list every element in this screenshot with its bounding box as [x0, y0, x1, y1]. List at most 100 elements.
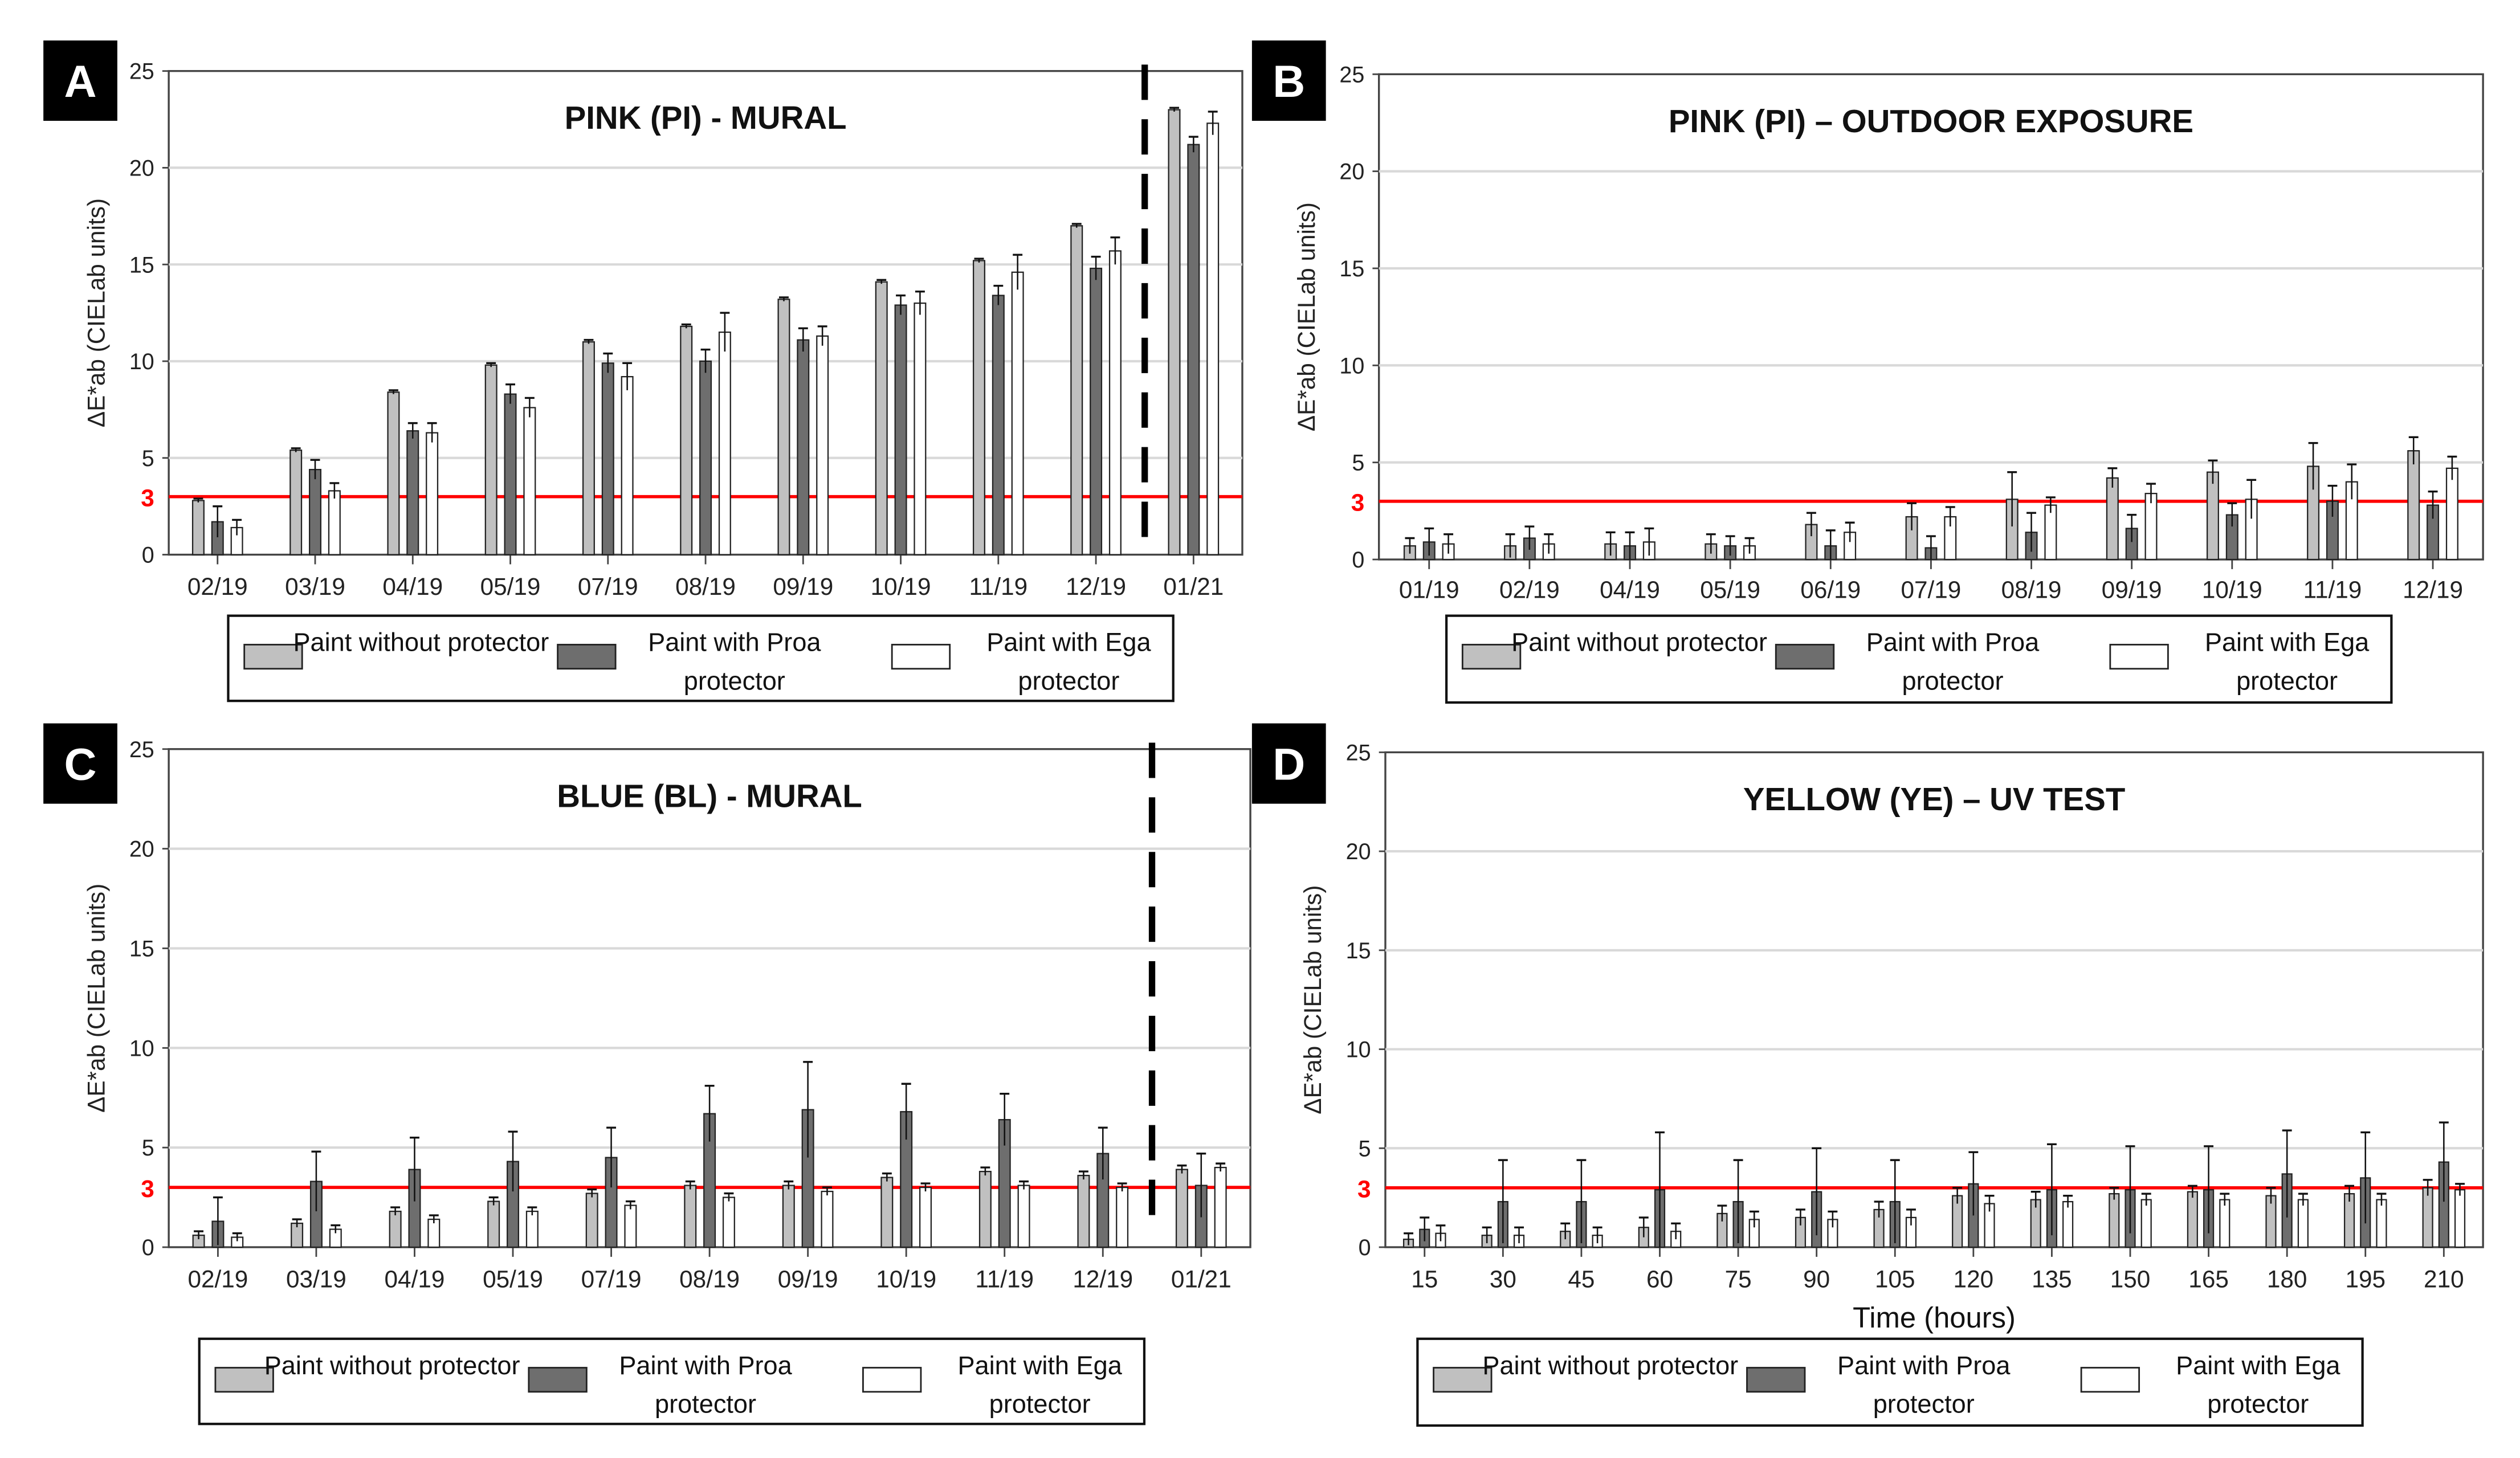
bar-proa-protector [699, 360, 712, 556]
bar-ega-protector [2454, 1189, 2466, 1248]
x-axis-label: Time (hours) [1853, 1301, 2016, 1334]
threshold-label: 3 [1357, 1176, 1371, 1203]
x-tick-label: 05/19 [483, 1266, 543, 1293]
x-tick-label: 10/19 [2202, 577, 2262, 603]
x-tick-label: 04/19 [1600, 577, 1660, 603]
y-tick-label: 15 [1339, 256, 1364, 281]
chart-title: BLUE (BL) - MURAL [557, 778, 862, 814]
legend-label-line: protector [684, 666, 785, 695]
x-tick-label: 04/19 [385, 1266, 445, 1293]
bar-ega-protector [525, 1210, 539, 1248]
x-tick-label: 11/19 [2303, 577, 2362, 603]
legend-swatch [891, 644, 951, 670]
bar-without-protector [972, 260, 985, 556]
x-tick-label: 60 [1646, 1266, 1673, 1293]
bar-without-protector [1168, 109, 1181, 556]
x-tick-label: 02/19 [1499, 577, 1560, 603]
legend-label-line: Paint with Proa [619, 1351, 792, 1380]
x-tick-label: 150 [2110, 1266, 2151, 1293]
bar-without-protector [684, 1185, 697, 1248]
bar-without-protector [1070, 225, 1083, 556]
panel-letter-badge [43, 40, 117, 121]
bar-ega-protector [2219, 1199, 2231, 1248]
legend-label-line: protector [655, 1389, 756, 1418]
bar-proa-protector [797, 339, 810, 556]
y-tick-label: 25 [1346, 740, 1371, 765]
legend-swatch [1746, 1367, 1806, 1393]
legend-swatch [1775, 644, 1835, 670]
legend: Paint without protector Paint with Proa pr… [1445, 614, 2393, 704]
bar-ega-protector [816, 335, 829, 556]
legend-label: Paint with Proa protector [1866, 628, 2040, 696]
legend-swatch [862, 1367, 922, 1393]
legend: Paint without protector Paint with Proa pr… [227, 614, 1175, 703]
legend-label: Paint without protector [1482, 1351, 1738, 1380]
y-tick-label: 0 [1359, 1235, 1371, 1260]
legend-label-line: Paint with Proa [1837, 1351, 2011, 1380]
y-tick-label: 5 [1359, 1136, 1371, 1161]
x-tick-label: 30 [1490, 1266, 1516, 1293]
x-tick-label: 11/19 [969, 573, 1027, 600]
bar-ega-protector [1214, 1166, 1227, 1248]
panel-letter: C [64, 739, 96, 789]
bar-without-protector [2187, 1191, 2198, 1248]
bar-ega-protector [1116, 1186, 1129, 1248]
bar-ega-protector [427, 1218, 441, 1248]
legend: Paint without protector Paint with Proa pr… [1416, 1337, 2364, 1427]
legend-swatch [214, 1367, 274, 1393]
x-tick-label: 180 [2267, 1266, 2307, 1293]
y-tick-label: 15 [1346, 938, 1371, 963]
x-tick-label: 03/19 [285, 573, 345, 600]
bar-ega-protector [523, 407, 536, 556]
bar-ega-protector [1206, 122, 1220, 556]
y-tick-label: 20 [129, 156, 154, 181]
bar-without-protector [1175, 1169, 1188, 1248]
y-tick-label: 25 [129, 59, 154, 84]
legend-label-line: Paint without protector [264, 1351, 520, 1380]
legend-box [1416, 1337, 2364, 1427]
bar-without-protector [2109, 1193, 2120, 1248]
bar-ega-protector [919, 1186, 932, 1248]
legend-label-line: Paint with Ega [2205, 628, 2370, 657]
x-tick-label: 02/19 [187, 573, 248, 600]
legend-label-line: Paint with Proa [648, 628, 821, 657]
x-tick-label: 08/19 [675, 573, 736, 600]
bar-proa-protector [1090, 267, 1103, 556]
x-tick-label: 08/19 [679, 1266, 740, 1293]
bar-ega-protector [2140, 1199, 2152, 1248]
bar-without-protector [782, 1185, 795, 1248]
panel-d: 0 5 10 15 20 25 3 ΔE*ab (CIELab units) YELLOW (Y… [1251, 723, 2484, 1427]
bar-ega-protector [1017, 1185, 1030, 1248]
panel-b: 0 5 10 15 20 25 3 ΔE*ab (CIELab units) PINK (PI)… [1251, 40, 2484, 704]
bar-without-protector [1077, 1174, 1090, 1248]
bar-ega-protector [2144, 493, 2158, 561]
y-tick-label: 10 [129, 349, 154, 374]
bar-ega-protector [718, 331, 731, 556]
y-tick-label: 10 [1346, 1038, 1371, 1063]
bar-without-protector [585, 1192, 598, 1248]
x-tick-label: 05/19 [480, 573, 541, 600]
chart-title: PINK (PI) - MURAL [565, 100, 847, 136]
legend-label-line: protector [1873, 1389, 1975, 1418]
y-tick-label: 5 [142, 1136, 154, 1161]
legend-label-line: protector [1902, 666, 2003, 695]
legend-label-line: protector [2236, 666, 2338, 695]
bar-ega-protector [1108, 250, 1122, 556]
panel-letter-badge [43, 723, 117, 804]
bar-without-protector [978, 1170, 992, 1248]
y-tick-label: 10 [1339, 353, 1364, 378]
bar-proa-protector [1187, 144, 1200, 556]
x-tick-label: 90 [1803, 1266, 1830, 1293]
chart-title: PINK (PI) – OUTDOOR EXPOSURE [1669, 103, 2193, 139]
legend-label-line: Paint without protector [1482, 1351, 1738, 1380]
x-tick-label: 07/19 [578, 573, 638, 600]
y-tick-label: 0 [142, 1235, 154, 1260]
x-tick-label: 06/19 [1800, 577, 1861, 603]
y-tick-label: 5 [142, 446, 154, 471]
y-tick-label: 5 [1352, 451, 1364, 476]
bar-ega-protector [2044, 504, 2057, 561]
bar-without-protector [2422, 1187, 2433, 1248]
x-tick-label: 09/19 [778, 1266, 838, 1293]
panel-letter: B [1273, 56, 1305, 107]
